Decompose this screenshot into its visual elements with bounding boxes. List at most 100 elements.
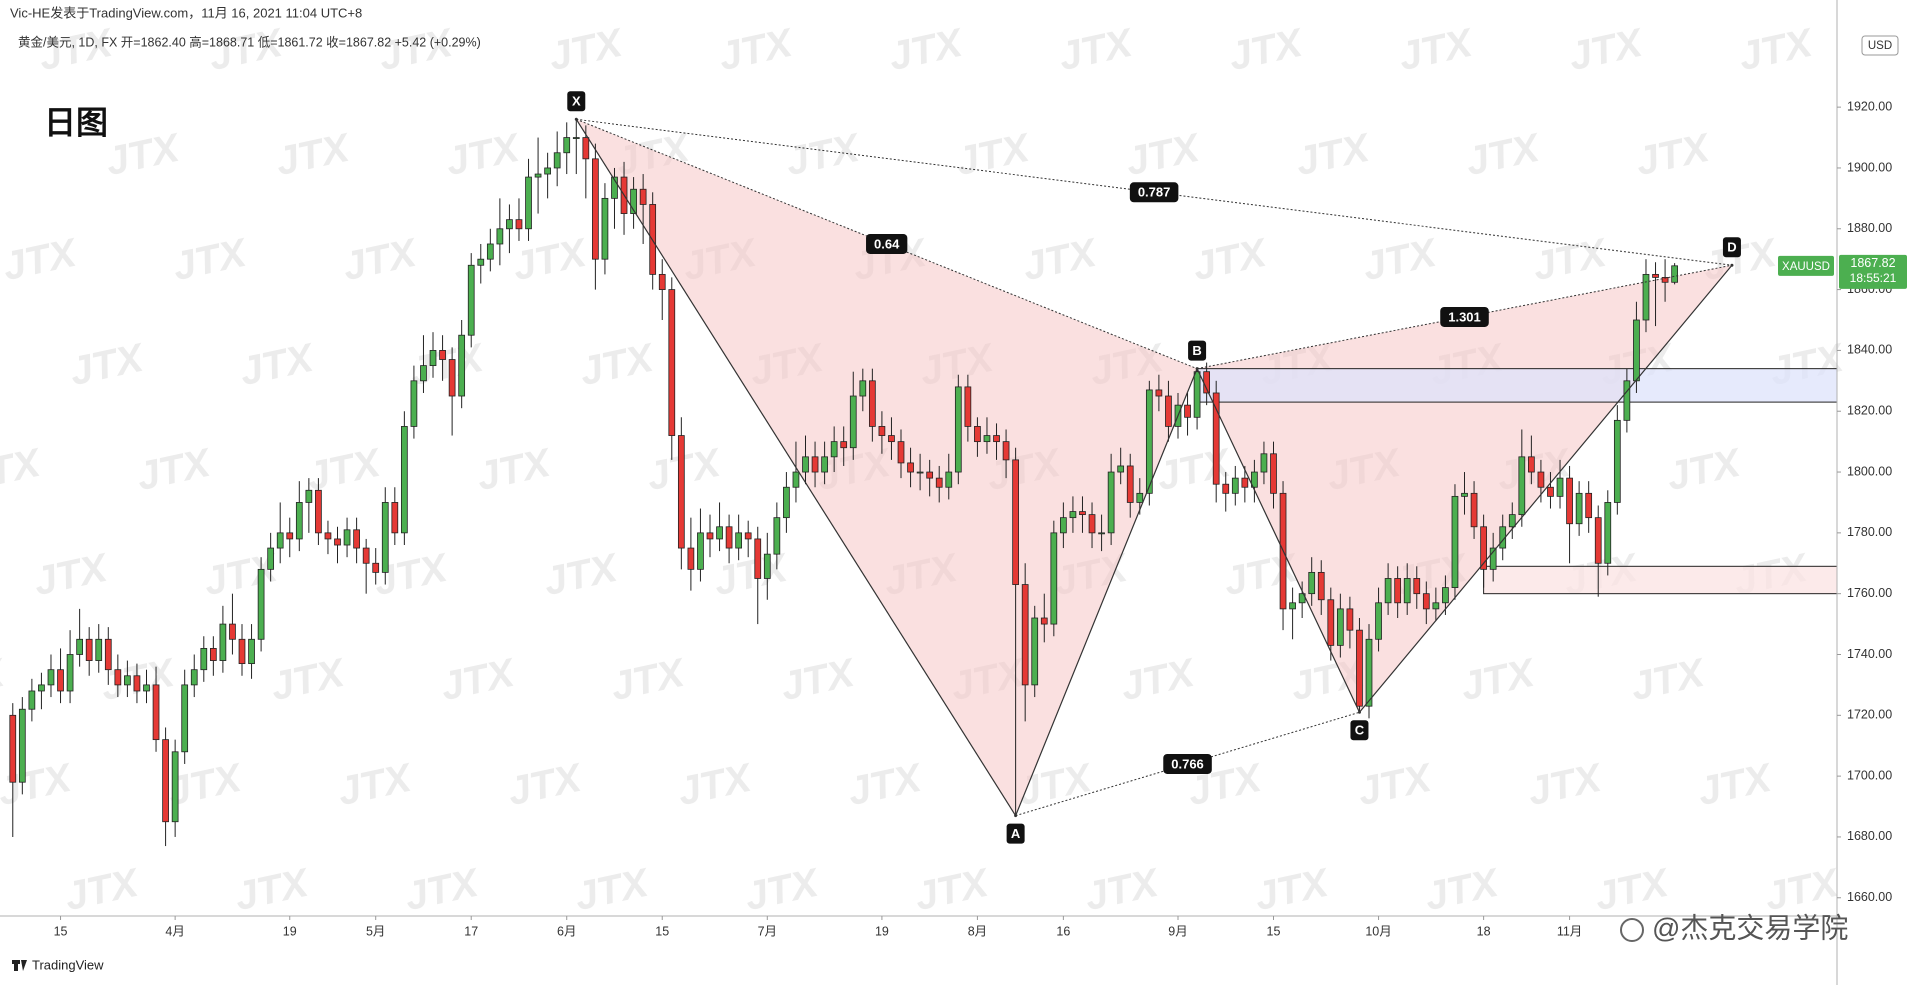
candle-body bbox=[1155, 389, 1163, 397]
watermark: JTX bbox=[545, 20, 628, 79]
chart-title: 日图 bbox=[44, 104, 108, 140]
candle-body bbox=[563, 137, 571, 154]
candle-body bbox=[1671, 265, 1678, 283]
footer-logo bbox=[12, 960, 27, 971]
candle-body bbox=[257, 568, 265, 640]
candle-body bbox=[286, 532, 294, 540]
watermark: JTX bbox=[401, 860, 484, 919]
watermark: JTX bbox=[1663, 440, 1746, 499]
candle-body bbox=[668, 289, 676, 436]
last-price: 1867.82 bbox=[1850, 256, 1895, 270]
watermark: JTX bbox=[66, 335, 149, 394]
candle-body bbox=[811, 456, 819, 473]
x-tick-label: 5月 bbox=[366, 924, 385, 938]
watermark: JTX bbox=[777, 650, 860, 709]
watermark: JTX bbox=[1189, 230, 1272, 289]
currency: USD bbox=[1868, 40, 1892, 52]
watermark: JTX bbox=[1251, 860, 1334, 919]
candle-body bbox=[1661, 277, 1669, 283]
x-tick-label: 15 bbox=[1267, 924, 1281, 938]
zone bbox=[1196, 368, 1838, 403]
candle-body bbox=[802, 456, 809, 473]
candle-body bbox=[391, 502, 399, 534]
pattern-point bbox=[574, 117, 578, 121]
candle-body bbox=[773, 517, 781, 555]
candle-body bbox=[506, 219, 513, 230]
point-box bbox=[1006, 823, 1025, 844]
candle-body bbox=[18, 708, 26, 783]
candle-body bbox=[1356, 629, 1363, 707]
candle-body bbox=[1556, 477, 1564, 497]
watermark: JTX bbox=[1421, 860, 1504, 919]
candle-body bbox=[1002, 441, 1010, 461]
point-label: D bbox=[1727, 240, 1736, 255]
x-tick-label: 8月 bbox=[968, 924, 987, 938]
watermark: JTX bbox=[334, 755, 417, 814]
candle-body bbox=[572, 137, 580, 139]
candle-body bbox=[28, 690, 36, 710]
candle-body bbox=[763, 553, 771, 579]
watermark: JTX bbox=[102, 125, 185, 184]
pattern-point bbox=[1014, 814, 1018, 818]
watermark: JTX bbox=[1359, 230, 1442, 289]
x-tick-label: 19 bbox=[875, 924, 889, 938]
footer: TradingView bbox=[32, 957, 104, 972]
watermark: JTX bbox=[1122, 125, 1205, 184]
watermark: JTX bbox=[1354, 755, 1437, 814]
candle-body bbox=[1060, 517, 1067, 534]
candle-body bbox=[1623, 380, 1631, 421]
candle-body bbox=[1021, 584, 1029, 686]
point-label: A bbox=[1011, 826, 1021, 841]
x-tick-label: 9月 bbox=[1168, 924, 1187, 938]
candle-body bbox=[315, 489, 322, 534]
candle-body bbox=[1050, 532, 1058, 625]
x-tick-label: 4月 bbox=[165, 924, 184, 938]
candle-body bbox=[1585, 492, 1593, 519]
candle-body bbox=[1069, 511, 1077, 519]
watermark: JTX bbox=[236, 335, 319, 394]
countdown: 18:55:21 bbox=[1850, 271, 1897, 285]
candle-body bbox=[486, 243, 494, 260]
pattern-leg bbox=[1196, 368, 1360, 713]
watermark: JTX bbox=[540, 545, 623, 604]
pattern-leg bbox=[1358, 264, 1733, 713]
watermark: JTX bbox=[1117, 650, 1200, 709]
y-tick-label: 1920.00 bbox=[1847, 99, 1892, 113]
ratio-badge: 0.787 bbox=[1129, 182, 1179, 203]
point-label: C bbox=[1355, 723, 1365, 738]
candle-body bbox=[324, 532, 332, 540]
candle-body bbox=[830, 441, 838, 458]
candle-body bbox=[1613, 419, 1621, 503]
candle-body bbox=[439, 350, 446, 360]
candle-body bbox=[1346, 608, 1354, 631]
candle-body bbox=[104, 638, 112, 671]
candle-body bbox=[496, 228, 504, 245]
y-tick-label: 1880.00 bbox=[1847, 221, 1892, 235]
candle-body bbox=[200, 648, 208, 671]
ratio-box bbox=[866, 233, 908, 254]
candle-body bbox=[1184, 404, 1191, 418]
watermark: JTX bbox=[576, 335, 659, 394]
watermark: JTX bbox=[1627, 650, 1710, 709]
candle-body bbox=[1365, 638, 1373, 707]
pattern-point bbox=[1195, 367, 1199, 371]
candle-body bbox=[544, 167, 551, 175]
candle-body bbox=[697, 532, 704, 570]
candle-body bbox=[677, 435, 685, 549]
author-watermark: @杰克交易学院 bbox=[1652, 912, 1848, 943]
candle-body bbox=[1489, 547, 1497, 570]
candle-body bbox=[1566, 477, 1573, 525]
candle-body bbox=[926, 471, 934, 479]
candle-body bbox=[582, 137, 590, 160]
candle-body bbox=[1145, 389, 1153, 494]
candle-body bbox=[429, 350, 437, 367]
candle-body bbox=[1117, 465, 1125, 473]
pattern-point bbox=[1730, 263, 1734, 267]
watermark: JTX bbox=[267, 650, 350, 709]
y-tick-label: 1840.00 bbox=[1847, 343, 1892, 357]
watermark: JTX bbox=[0, 440, 46, 499]
candle-body bbox=[525, 176, 532, 230]
watermark: JTX bbox=[1055, 20, 1138, 79]
candle-body bbox=[1547, 486, 1554, 497]
candle-body bbox=[1442, 587, 1449, 604]
